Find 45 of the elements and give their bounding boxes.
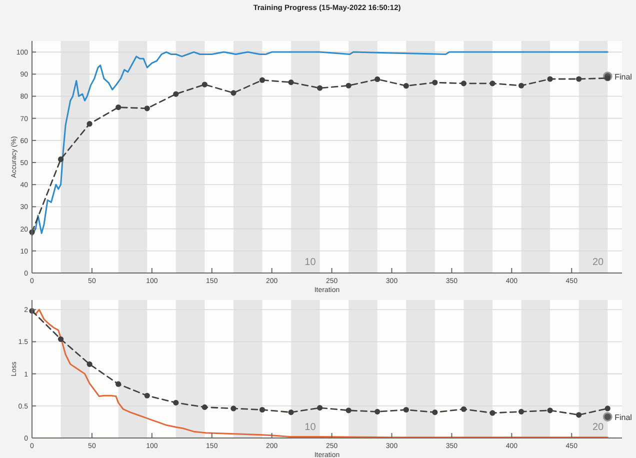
point (346, 82, 352, 88)
point (317, 405, 323, 411)
point (403, 406, 409, 413)
point (576, 76, 582, 82)
point (86, 121, 92, 127)
annotation: Final (614, 72, 632, 82)
point (288, 410, 294, 416)
annotation: Final (614, 412, 632, 422)
point (173, 400, 179, 406)
point (490, 410, 496, 416)
point (259, 77, 266, 83)
point (144, 106, 150, 112)
point (317, 85, 323, 91)
point (259, 406, 266, 413)
point (403, 83, 409, 89)
point (58, 156, 64, 162)
point (173, 91, 179, 97)
band-label: 20 (592, 422, 604, 433)
point (202, 404, 208, 410)
point (432, 80, 438, 86)
point (576, 412, 582, 418)
point (604, 406, 610, 412)
point (374, 408, 380, 414)
point (490, 80, 496, 86)
band-label: 10 (304, 422, 316, 433)
band-label: 20 (592, 257, 604, 268)
point (547, 408, 553, 414)
point (144, 392, 150, 398)
point (374, 76, 380, 82)
band-label: 10 (304, 257, 316, 268)
point (346, 408, 352, 414)
point (432, 410, 438, 416)
point (116, 381, 122, 387)
point (202, 82, 208, 88)
point (518, 408, 524, 414)
point (460, 80, 467, 86)
point (460, 406, 467, 412)
point (288, 80, 294, 86)
point (116, 104, 122, 110)
point (230, 90, 236, 96)
point (518, 82, 524, 88)
point (230, 406, 236, 412)
point (547, 76, 553, 82)
point (86, 361, 92, 367)
point (58, 336, 64, 342)
